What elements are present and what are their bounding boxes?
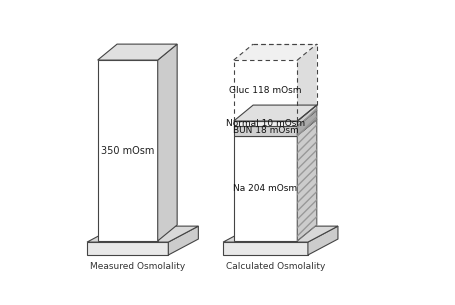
Polygon shape: [87, 242, 168, 255]
Text: Measured Osmolality: Measured Osmolality: [90, 262, 185, 271]
Polygon shape: [297, 120, 316, 241]
Polygon shape: [233, 126, 297, 135]
Polygon shape: [297, 44, 316, 121]
Text: Normal 10 mOsm: Normal 10 mOsm: [225, 119, 304, 128]
Text: 350 mOsm: 350 mOsm: [101, 145, 154, 156]
Polygon shape: [87, 226, 198, 242]
Text: Calculated Osmolality: Calculated Osmolality: [225, 262, 324, 271]
Polygon shape: [97, 60, 157, 241]
Text: Gluc 118 mOsm: Gluc 118 mOsm: [229, 86, 301, 95]
Text: BUN 18 mOsm: BUN 18 mOsm: [232, 126, 298, 135]
Polygon shape: [297, 110, 316, 135]
Polygon shape: [307, 226, 337, 255]
Polygon shape: [222, 226, 337, 242]
Text: Na 204 mOsm: Na 204 mOsm: [233, 184, 297, 193]
Polygon shape: [233, 135, 297, 241]
Polygon shape: [297, 105, 316, 126]
Polygon shape: [222, 242, 307, 255]
Polygon shape: [233, 44, 316, 60]
Polygon shape: [233, 121, 297, 126]
Polygon shape: [168, 226, 198, 255]
Polygon shape: [233, 105, 316, 121]
Polygon shape: [97, 44, 177, 60]
Polygon shape: [157, 44, 177, 241]
Polygon shape: [233, 60, 297, 121]
